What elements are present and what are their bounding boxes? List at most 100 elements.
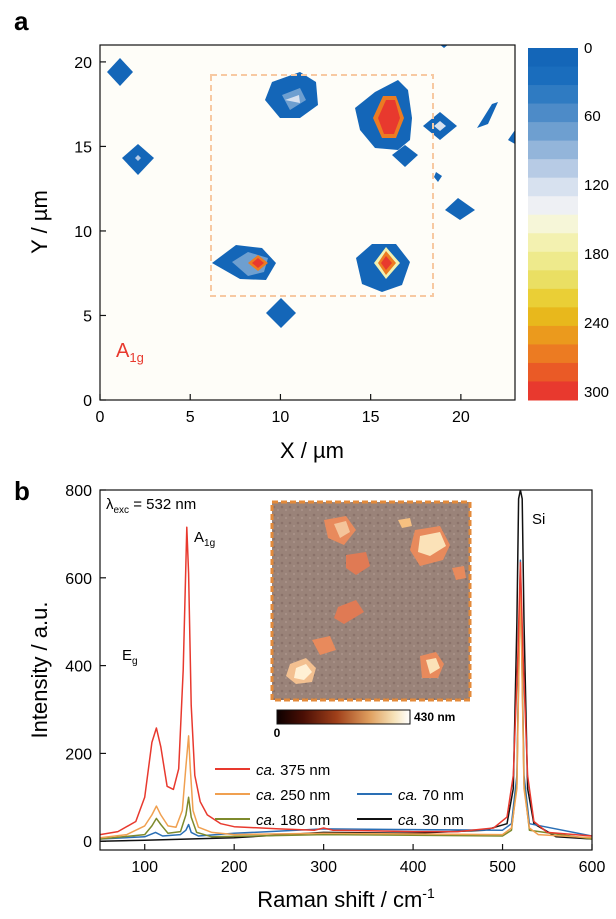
colorbar-level (528, 196, 578, 216)
heatmap-feature-3-core (285, 95, 300, 103)
afm-flake-1-top (334, 521, 350, 538)
colorbar-level (528, 233, 578, 253)
heatmap-feature-2-core (135, 155, 141, 161)
peak-a1g-label: A1g (194, 529, 215, 549)
afm-inset (270, 500, 472, 702)
colorbar-tick-180: 180 (584, 246, 609, 263)
spectra-x-tick-label: 500 (489, 859, 516, 876)
heatmap-x-tick-label: 20 (452, 409, 470, 426)
afm-flake-3-top (418, 532, 446, 556)
colorbar-level (528, 177, 578, 197)
colorbar-level (528, 344, 578, 364)
spectra-y-tick-label: 200 (65, 746, 92, 763)
heatmap-y-tick-label: 10 (74, 224, 92, 241)
spectra-y-tick-label: 800 (65, 483, 92, 500)
colorbar-level (528, 381, 578, 401)
colorbar-level (528, 66, 578, 86)
heatmap-feature-8 (434, 172, 442, 182)
spectra-frame (99, 489, 593, 851)
colorbar-level (528, 251, 578, 271)
afm-flake-9-top (426, 658, 440, 674)
colorbar-level (528, 48, 578, 68)
legend: ca. 375 nm ca. 250 nm ca. 70 nm ca. 180 … (215, 762, 464, 829)
heatmap-feature-13-core (381, 256, 392, 270)
afm-scale-gradient (276, 709, 411, 725)
heatmap-feature-4-core (378, 100, 400, 134)
colorbar-tick-120: 120 (584, 177, 609, 194)
colorbar-tick-240: 240 (584, 315, 609, 332)
heatmap-feature-14 (266, 298, 296, 328)
heatmap-axes: 0 5 10 15 20 0 5 10 15 20 (74, 55, 470, 426)
panel-b-letter: b (14, 476, 30, 506)
heatmap-y-tick-label: 15 (74, 139, 92, 156)
series-line-30nm (100, 490, 592, 842)
peak-eg-label: Eg (122, 647, 138, 667)
colorbar-level (528, 270, 578, 290)
spectra-x-tick-label: 200 (221, 859, 248, 876)
spectra-y-tick-label: 600 (65, 571, 92, 588)
afm-scale-min: 0 (274, 726, 281, 740)
afm-flake-8-top (294, 664, 312, 680)
heatmap-annotation: A1g (116, 340, 144, 365)
colorbar-level (528, 159, 578, 179)
spectra-x-tick-label: 300 (310, 859, 337, 876)
heatmap-x-tick-label: 5 (186, 409, 195, 426)
heatmap-x-tick-label: 15 (362, 409, 380, 426)
spectra-x-tick-label: 100 (131, 859, 158, 876)
colorbar-level (528, 325, 578, 345)
colorbar-level (528, 85, 578, 105)
heatmap-feature-1 (107, 58, 133, 86)
heatmap-x-label: X / µm (280, 438, 344, 463)
spectra-x-tick-label: 400 (400, 859, 427, 876)
colorbar-level (528, 288, 578, 308)
legend-entry-30: ca. 30 nm (398, 812, 464, 829)
heatmap-frame (99, 44, 516, 401)
heatmap-y-tick-label: 20 (74, 55, 92, 72)
heatmap-y-tick-label: 0 (83, 393, 92, 410)
heatmap-feature-10 (508, 130, 515, 144)
colorbar-level (528, 140, 578, 160)
heatmap-feature-5-core (434, 121, 446, 131)
colorbar-level (528, 214, 578, 234)
spectra-y-label: Intensity / a.u. (27, 602, 52, 739)
spectra-series (100, 490, 592, 842)
legend-entry-70: ca. 70 nm (398, 787, 464, 804)
legend-entry-180: ca. 180 nm (256, 812, 330, 829)
afm-inset-frame (270, 500, 472, 702)
spectra-y-tick-label: 400 (65, 659, 92, 676)
heatmap-feature-12-core (252, 258, 264, 268)
afm-flake-2 (346, 552, 370, 575)
colorbar-level (528, 122, 578, 142)
heatmap-y-tick-label: 5 (83, 308, 92, 325)
afm-flake-4 (398, 518, 412, 528)
panel-a-letter: a (14, 6, 29, 36)
legend-entry-375: ca. 375 nm (256, 762, 330, 779)
legend-entry-250: ca. 250 nm (256, 787, 330, 804)
afm-flake-7 (312, 636, 336, 655)
heatmap-x-tick-label: 10 (272, 409, 290, 426)
colorbar (528, 48, 578, 401)
spectra-x-tick-label: 600 (579, 859, 606, 876)
afm-flake-6 (334, 600, 364, 624)
afm-scale-max: 430 nm (414, 710, 455, 724)
region-of-interest-box (210, 74, 434, 297)
spectra-axes: 100 200 300 400 500 600 0 200 400 600 800 (65, 483, 605, 876)
colorbar-tick-0: 0 (584, 40, 592, 57)
spectra-y-tick-label: 0 (83, 834, 92, 851)
excitation-label: λexc = 532 nm (106, 496, 196, 516)
heatmap-y-label: Y / µm (27, 190, 52, 254)
peak-si-label: Si (532, 511, 545, 528)
heatmap-x-tick-label: 0 (96, 409, 105, 426)
panel-a: a (14, 6, 609, 463)
afm-scale-bar: 0 430 nm (274, 709, 455, 740)
colorbar-tick-60: 60 (584, 108, 601, 125)
colorbar-level (528, 362, 578, 382)
heatmap-feature-6 (392, 145, 418, 167)
colorbar-ticks: 0 60 120 180 240 300 (584, 40, 609, 401)
colorbar-level (528, 103, 578, 123)
heatmap-feature-7 (445, 198, 475, 220)
afm-flake-5 (452, 566, 466, 580)
colorbar-tick-300: 300 (584, 384, 609, 401)
heatmap-features (107, 45, 515, 328)
